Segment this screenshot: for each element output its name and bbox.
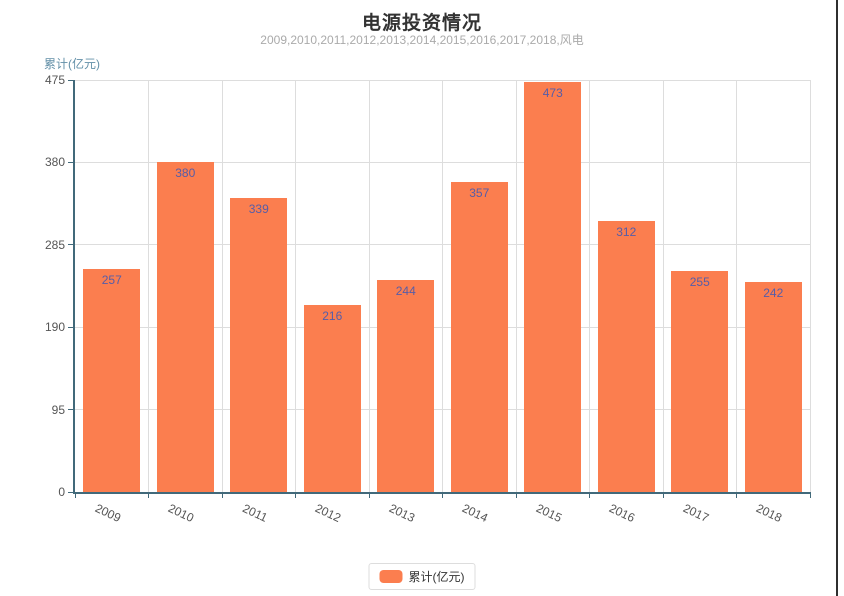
screen-right-edge [836,0,838,596]
bar-2014[interactable]: 357 [450,182,508,492]
x-label-2012: 2012 [313,501,344,525]
bar-2011[interactable]: 339 [230,197,288,492]
x-label-2010: 2010 [166,501,197,525]
bar-value-2014: 357 [469,186,490,201]
y-tick-label-95: 95 [51,402,65,417]
x-label-2014: 2014 [460,501,491,525]
gridline-v-3 [295,80,296,492]
x-label-2009: 2009 [92,501,123,525]
legend[interactable]: 累计(亿元) [368,563,476,590]
y-tick-label-190: 190 [44,320,65,335]
legend-swatch-icon [379,570,403,583]
gridline-v-9 [736,80,737,492]
x-axis-line [73,492,810,494]
y-tick-mark-285 [68,244,73,246]
chart-subtitle: 2009,2010,2011,2012,2013,2014,2015,2016,… [260,33,584,47]
bar-2009[interactable]: 257 [83,269,141,492]
bar-2010[interactable]: 380 [156,162,214,492]
plot-area: 257 380 339 216 244 357 473 312 255 242 [68,79,811,498]
y-axis-line [73,80,75,492]
x-tick-mark-2 [221,492,223,498]
x-tick-mark-5 [442,492,443,498]
x-tick-mark-4 [368,492,370,498]
bar-value-2018: 242 [763,286,784,301]
gridline-v-10 [809,80,811,492]
y-axis-name: 累计(亿元) [44,57,100,71]
y-tick-mark-475 [68,79,73,81]
bar-value-2013: 244 [395,284,416,299]
x-label-2017: 2017 [680,501,711,525]
gridline-v-7 [589,80,590,492]
y-tick-mark-95 [68,409,73,411]
bar-value-2010: 380 [175,166,196,181]
y-tick-mark-190 [68,326,73,328]
bar-value-2015: 473 [542,85,563,100]
bar-value-2017: 255 [689,274,710,289]
gridline-v-6 [515,80,517,492]
bar-2017[interactable]: 255 [671,270,729,492]
x-label-2011: 2011 [240,501,270,525]
bar-value-2016: 312 [616,225,637,240]
x-tick-mark-1 [148,492,149,498]
bar-value-2009: 257 [101,273,122,288]
gridline-v-8 [662,80,664,492]
x-label-2013: 2013 [386,501,417,525]
y-tick-label-0: 0 [58,485,65,499]
gridline-v-2 [221,80,223,492]
x-tick-mark-8 [662,492,664,498]
x-label-2016: 2016 [607,501,638,525]
chart-title: 电源投资情况 [361,13,482,34]
x-label-2015: 2015 [533,501,564,525]
x-tick-mark-10 [809,492,811,498]
bar-2016[interactable]: 312 [597,221,655,492]
bar-2018[interactable]: 242 [744,282,802,492]
x-tick-mark-6 [515,492,517,498]
bar-2015[interactable]: 473 [524,81,582,492]
bar-2013[interactable]: 244 [377,280,435,492]
legend-label: 累计(亿元) [408,570,465,584]
bar-2012[interactable]: 216 [303,304,361,492]
gridline-v-4 [368,80,370,492]
gridline-v-5 [442,80,443,492]
x-tick-mark-7 [589,492,590,498]
bar-value-2011: 339 [248,201,269,216]
y-tick-label-380: 380 [44,155,65,170]
x-label-2018: 2018 [754,501,785,525]
y-tick-label-475: 475 [44,73,65,87]
y-tick-mark-380 [68,161,73,163]
gridline-v-1 [148,80,149,492]
bar-value-2012: 216 [322,308,343,323]
x-tick-mark-0 [74,492,76,498]
x-tick-mark-9 [736,492,737,498]
y-tick-mark-0 [68,491,73,493]
x-tick-mark-3 [295,492,296,498]
y-tick-label-285: 285 [44,237,65,252]
